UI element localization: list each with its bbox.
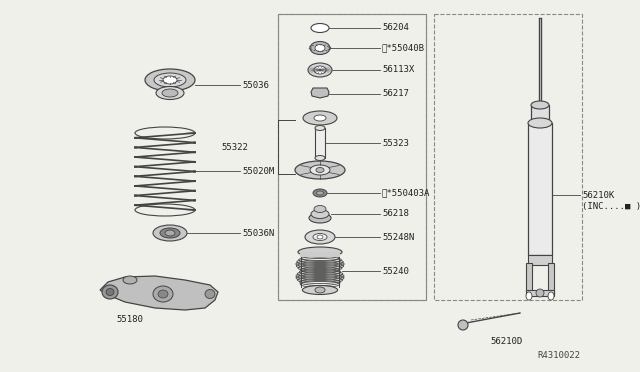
Bar (548, 263, 554, 295)
Text: ​*550403A: ​*550403A (382, 189, 430, 198)
Ellipse shape (314, 115, 326, 121)
Text: 55180: 55180 (116, 315, 143, 324)
Polygon shape (100, 276, 218, 310)
Ellipse shape (315, 125, 325, 131)
Ellipse shape (305, 230, 335, 244)
Ellipse shape (311, 209, 329, 218)
Ellipse shape (154, 73, 186, 87)
Bar (528, 255, 552, 265)
Ellipse shape (313, 234, 327, 241)
Ellipse shape (298, 247, 342, 257)
Ellipse shape (308, 63, 332, 77)
Ellipse shape (162, 89, 178, 97)
Ellipse shape (106, 289, 114, 295)
Ellipse shape (315, 155, 325, 160)
Ellipse shape (531, 101, 549, 109)
Text: 56210K: 56210K (582, 190, 614, 199)
Ellipse shape (317, 235, 323, 239)
Ellipse shape (102, 285, 118, 299)
Ellipse shape (528, 118, 552, 128)
Ellipse shape (156, 87, 184, 99)
Ellipse shape (548, 292, 554, 300)
Ellipse shape (310, 42, 330, 55)
Ellipse shape (316, 167, 324, 173)
Text: 56113X: 56113X (382, 65, 414, 74)
Text: 55248N: 55248N (382, 232, 414, 241)
Ellipse shape (310, 165, 330, 175)
Text: 56218: 56218 (382, 209, 409, 218)
Bar (278, 14, 426, 300)
Ellipse shape (315, 45, 325, 51)
Ellipse shape (153, 225, 187, 241)
Bar (528, 123, 552, 255)
Ellipse shape (311, 23, 329, 32)
Ellipse shape (163, 76, 177, 84)
Ellipse shape (145, 69, 195, 91)
Ellipse shape (302, 285, 338, 295)
Text: 55036N: 55036N (242, 228, 275, 237)
Text: 56210D: 56210D (490, 337, 522, 346)
Bar (300, 252, 340, 257)
Ellipse shape (458, 320, 468, 330)
Bar (526, 263, 532, 295)
Ellipse shape (153, 286, 173, 302)
Text: 55240: 55240 (382, 266, 409, 276)
Ellipse shape (313, 189, 327, 197)
Ellipse shape (309, 213, 331, 223)
Text: 56217: 56217 (382, 90, 409, 99)
Ellipse shape (536, 289, 544, 297)
Ellipse shape (205, 289, 215, 298)
Ellipse shape (160, 228, 180, 238)
Bar (531, 105, 549, 123)
Text: 55323: 55323 (382, 138, 409, 148)
Bar (278, 14, 426, 300)
Ellipse shape (158, 290, 168, 298)
Ellipse shape (303, 111, 337, 125)
Text: 55020M: 55020M (242, 167, 275, 176)
Ellipse shape (295, 161, 345, 179)
Bar (137, 133, 193, 210)
Ellipse shape (531, 119, 549, 127)
Ellipse shape (315, 287, 325, 293)
Bar (526, 290, 554, 296)
Ellipse shape (123, 276, 137, 284)
Ellipse shape (526, 292, 532, 300)
Text: 56204: 56204 (382, 23, 409, 32)
Text: (INC....■ ): (INC....■ ) (582, 202, 640, 211)
Ellipse shape (165, 230, 175, 236)
Bar (315, 128, 325, 158)
Bar (434, 14, 582, 300)
Text: 55322: 55322 (221, 142, 248, 151)
Polygon shape (311, 88, 329, 98)
Text: 55036: 55036 (242, 80, 269, 90)
Ellipse shape (314, 66, 326, 74)
Ellipse shape (317, 191, 323, 195)
Text: R4310022: R4310022 (537, 350, 580, 359)
Ellipse shape (314, 205, 326, 212)
Text: ​*55040B: ​*55040B (382, 44, 425, 52)
